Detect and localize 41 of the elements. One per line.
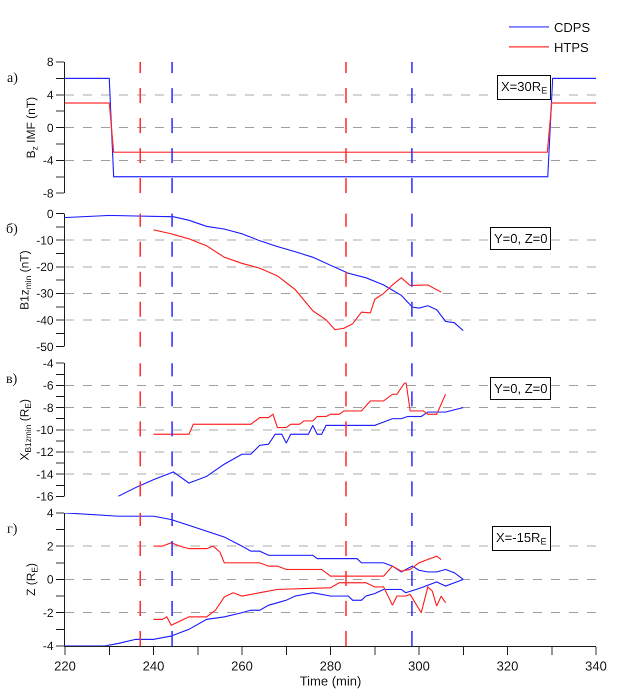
x-tick-label: 340 [585,658,607,674]
x-tick-label: 300 [408,658,430,674]
legend-label: HTPS [554,40,589,55]
y-tick-label: -14 [36,467,54,482]
y-tick-label: -2 [42,606,54,620]
text: а) [7,71,18,86]
annotation: X=-15R$_{E}$ [496,530,547,547]
y-tick-label: -16 [36,490,54,504]
text: б) [6,222,18,237]
y-tick-label: -8 [42,186,54,200]
y-tick-label: -10 [36,233,54,248]
annotation: Y=0, Z=0 [494,381,548,396]
annotation: Y=0, Z=0 [494,231,548,246]
y-tick-label: 0 [46,206,54,221]
y-tick-label: 2 [46,539,54,554]
y-tick-label: 4 [46,506,54,520]
legend-label: CDPS [554,20,590,36]
y-tick-label: -12 [36,445,54,460]
y-tick-label: 4 [46,88,54,102]
x-tick-label: 260 [231,658,253,674]
y-tick-label: -30 [36,286,54,301]
y-tick-label: -4 [42,356,54,370]
y-tick-label: 0 [46,572,54,587]
text: в) [6,372,18,387]
annotation: X=30R$_{E}$ [501,79,548,96]
text: г) [7,522,18,537]
y-tick-label: -6 [42,378,54,393]
y-tick-label: -8 [42,400,54,415]
x-tick-label: 280 [320,658,342,674]
y-tick-label: 8 [46,55,54,70]
x-axis-title: Time (min) [300,674,362,689]
x-tick-label: 240 [142,658,164,674]
y-tick-label: -4 [42,639,54,654]
x-tick-label: 320 [496,658,518,674]
y-tick-label: -4 [42,154,54,168]
y-tick-label: -40 [36,313,54,328]
y-tick-label: 0 [46,120,54,135]
y-tick-label: -20 [36,260,54,274]
x-tick-label: 220 [54,658,76,674]
y-tick-label: -10 [36,422,54,437]
y-tick-label: -50 [36,340,54,354]
